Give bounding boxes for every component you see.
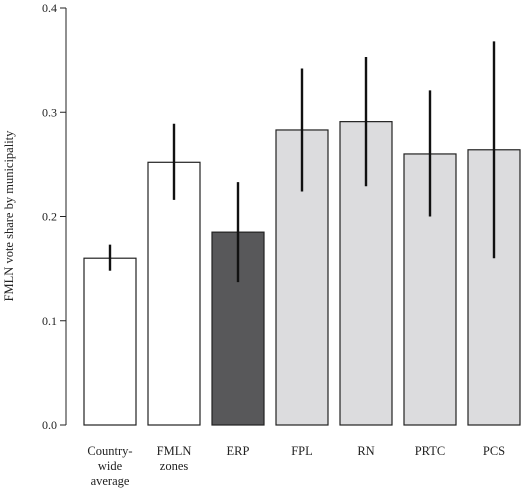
y-tick-label: 0.1 <box>42 314 57 328</box>
category-label: PCS <box>483 444 505 458</box>
category-label: ERP <box>227 444 250 458</box>
y-tick-label: 0.3 <box>42 105 57 119</box>
error-bars <box>108 41 496 283</box>
y-axis-title: FMLN vote share by municipality <box>2 130 16 302</box>
y-tick-label: 0.4 <box>42 1 57 15</box>
category-label: FPL <box>291 444 313 458</box>
category-label: RN <box>357 444 374 458</box>
y-tick-label: 0.0 <box>42 418 57 432</box>
category-labels: Country-wide average FMLN zones ERP FPL RN PRTC… <box>87 444 505 488</box>
bar <box>147 161 201 426</box>
category-label: FMLN zones <box>157 444 192 473</box>
y-axis <box>60 7 67 426</box>
category-label: Country-wide average <box>87 444 132 488</box>
category-label: PRTC <box>415 444 446 458</box>
bar <box>83 257 137 426</box>
y-tick-label: 0.2 <box>42 210 57 224</box>
y-tick-labels: 0.0 0.1 0.2 0.3 0.4 <box>42 1 57 432</box>
